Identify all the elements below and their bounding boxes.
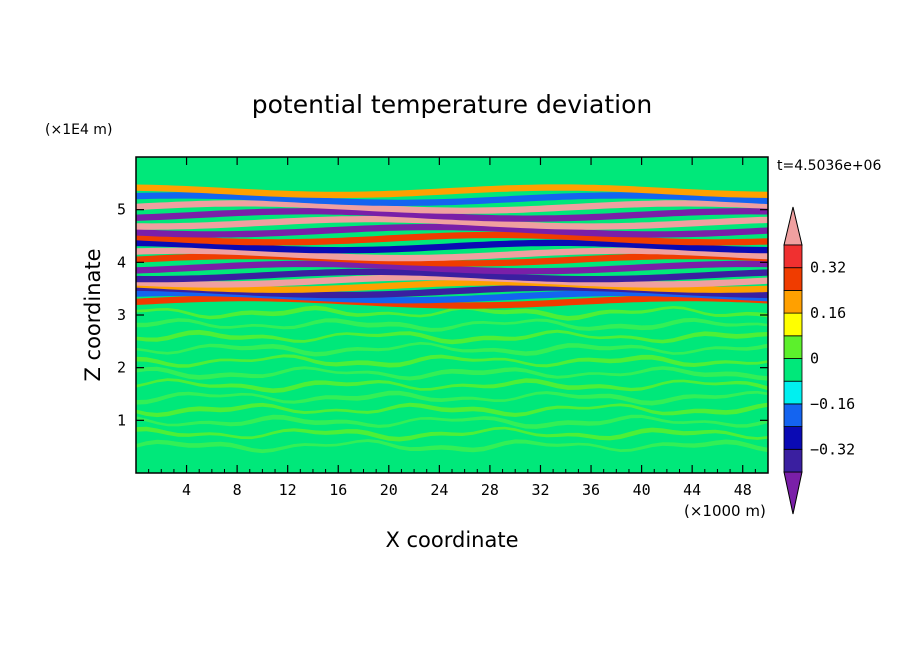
x-tick-label: 16: [329, 481, 347, 499]
colorbar-segment: [783, 267, 803, 291]
y-axis: 1 2 3 4 5: [117, 201, 768, 429]
stratosphere-bands: [136, 184, 768, 309]
y-tick-label: 3: [117, 306, 126, 324]
colorbar-segment: [783, 312, 803, 337]
contour-band: [136, 184, 768, 199]
x-tick-label: 48: [734, 481, 752, 499]
x-tick-label: 20: [380, 481, 398, 499]
colorbar-label: 0.32: [810, 259, 846, 277]
colorbar-segment: [783, 244, 803, 269]
x-unit-label: (×1000 m): [684, 502, 766, 520]
troposphere-patch: [136, 439, 768, 454]
troposphere-patch: [136, 402, 768, 418]
contour-band: [136, 273, 768, 288]
plot-area: [136, 157, 768, 473]
y-unit-label: (×1E4 m): [45, 122, 112, 138]
contour-band: [136, 239, 768, 254]
y-tick-label: 1: [117, 411, 126, 429]
y-tick-label: 4: [117, 253, 126, 271]
x-axis-label: X coordinate: [385, 528, 518, 552]
contour-band: [136, 192, 768, 206]
troposphere-patch: [136, 378, 768, 393]
colorbar-label: 0.16: [810, 304, 846, 322]
troposphere-patch: [136, 354, 768, 368]
colorbar-arrow-top: [783, 206, 803, 246]
colorbar-segment: [783, 403, 803, 427]
troposphere-patch: [136, 414, 768, 429]
x-tick-label: 32: [531, 481, 549, 499]
troposphere-patch: [136, 305, 768, 321]
colorbar-segment: [783, 335, 803, 359]
troposphere-patch: [136, 329, 768, 345]
contour-band: [136, 268, 768, 283]
troposphere-patch: [136, 426, 768, 442]
colorbar-segment: [783, 448, 803, 473]
contour-band: [136, 223, 768, 238]
colorbar-segment: [783, 380, 803, 405]
colorbar-segment: [783, 289, 803, 314]
troposphere-patch: [136, 317, 768, 332]
x-tick-label: 36: [582, 481, 600, 499]
x-tick-label: 8: [233, 481, 242, 499]
contour-band: [136, 279, 768, 293]
contour-band: [136, 216, 768, 230]
y-axis-label: Z coordinate: [81, 248, 105, 381]
x-tick-label: 24: [430, 481, 448, 499]
y-tick-label: 5: [117, 201, 126, 219]
contour-band: [136, 289, 768, 304]
colorbar-label: 0: [810, 350, 819, 368]
contour-band: [136, 231, 768, 246]
colorbar: 0.32 0.16 0 −0.16 −0.32: [783, 206, 855, 515]
time-label: t=4.5036e+06: [777, 158, 881, 174]
contour-band: [136, 260, 768, 275]
x-tick-label: 44: [683, 481, 701, 499]
x-axis: 4 8 12 16 20 24 28 32 36 40 44 48: [148, 157, 756, 499]
contour-band: [136, 247, 768, 262]
x-tick-label: 40: [633, 481, 651, 499]
colorbar-segment: [783, 426, 803, 450]
troposphere-patch: [136, 366, 768, 381]
troposphere-patch: [136, 341, 768, 357]
colorbar-label: −0.32: [810, 440, 855, 458]
contour-band: [136, 200, 768, 214]
troposphere-patch: [136, 390, 768, 406]
x-tick-label: 12: [279, 481, 297, 499]
x-tick-label: 28: [481, 481, 499, 499]
colorbar-arrow-bottom: [783, 471, 803, 515]
x-tick-label: 4: [182, 481, 191, 499]
chart-title: potential temperature deviation: [252, 90, 652, 119]
colorbar-label: −0.16: [810, 395, 855, 413]
colorbar-segment: [783, 358, 803, 382]
troposphere-field: [136, 305, 768, 454]
y-tick-label: 2: [117, 359, 126, 377]
contour-band: [136, 208, 768, 222]
